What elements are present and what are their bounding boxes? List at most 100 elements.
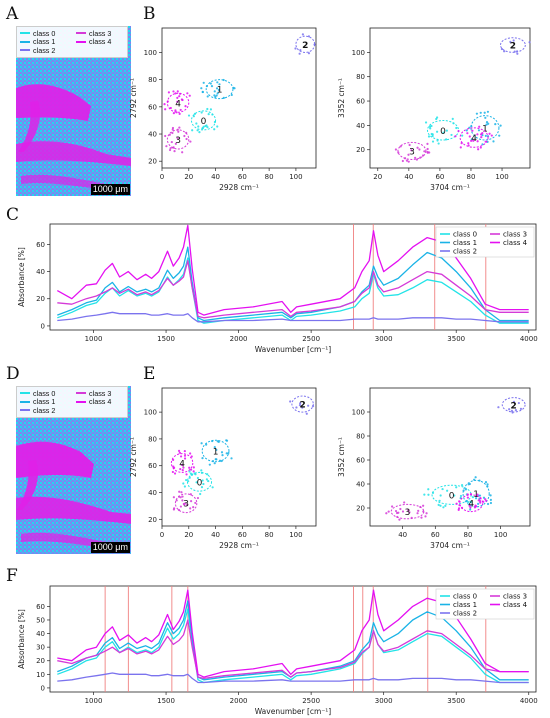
x-tick-label: 80 xyxy=(467,173,476,181)
data-point xyxy=(220,451,224,454)
cluster-ellipse xyxy=(459,127,489,148)
data-point xyxy=(423,493,426,496)
x-tick-label: 60 xyxy=(431,531,440,539)
data-point xyxy=(183,457,187,460)
cluster-label: 0 xyxy=(197,478,203,488)
data-point xyxy=(489,498,492,501)
y-tick-label: 40 xyxy=(356,122,365,130)
data-point xyxy=(469,500,472,503)
x-tick-label: 100 xyxy=(495,173,508,181)
x-tick-label: 1500 xyxy=(157,697,175,705)
data-point xyxy=(417,509,420,512)
data-point xyxy=(484,134,487,137)
data-point xyxy=(171,470,174,474)
data-point xyxy=(509,40,512,43)
data-point xyxy=(191,129,194,132)
y-tick-label: 20 xyxy=(356,505,365,513)
data-point xyxy=(437,142,440,145)
y-tick-label: 20 xyxy=(148,158,157,166)
legend-label-class-4: class 4 xyxy=(503,601,528,609)
data-point xyxy=(215,448,218,451)
legend-box xyxy=(435,588,535,620)
data-point xyxy=(475,112,479,115)
x-tick-label: 40 xyxy=(211,531,220,539)
plot-frame xyxy=(161,387,317,527)
cluster-3: 3 xyxy=(385,501,428,521)
data-point xyxy=(213,90,216,93)
x-tick-label: 80 xyxy=(265,173,274,181)
y-tick-label: 100 xyxy=(352,49,365,57)
data-point xyxy=(299,402,302,405)
cluster-2: 2 xyxy=(289,395,315,415)
y-axis-label: 2792 cm⁻¹ xyxy=(129,437,138,477)
cluster-label: 4 xyxy=(175,99,181,109)
legend-item-class-4: class 4 xyxy=(76,397,124,406)
y-tick-label: 60 xyxy=(356,98,365,106)
data-point xyxy=(455,126,458,130)
data-point xyxy=(190,455,193,458)
data-point xyxy=(486,502,490,506)
data-point xyxy=(469,506,472,509)
data-point xyxy=(214,95,217,99)
data-point xyxy=(528,41,531,44)
x-tick-label: 40 xyxy=(211,173,220,181)
data-point xyxy=(200,111,203,114)
data-point xyxy=(424,515,427,518)
y-tick-label: 40 xyxy=(356,481,365,489)
data-point xyxy=(200,87,203,90)
data-point xyxy=(431,134,434,138)
data-point xyxy=(486,110,490,113)
data-point xyxy=(403,501,406,504)
data-point xyxy=(202,125,205,128)
cluster-label: 0 xyxy=(201,117,207,127)
data-point xyxy=(422,504,425,507)
data-point xyxy=(163,103,166,106)
data-point xyxy=(178,95,181,98)
data-point xyxy=(446,489,449,492)
data-point xyxy=(179,455,183,458)
cluster-2: 2 xyxy=(499,37,531,55)
data-point xyxy=(472,139,475,142)
y-tick-label: 40 xyxy=(36,268,45,276)
data-point xyxy=(201,90,204,94)
data-point xyxy=(468,135,471,138)
legend-item-class-2: class 2 xyxy=(20,406,68,415)
cluster-ellipse xyxy=(166,92,190,113)
data-point xyxy=(474,497,478,500)
data-point xyxy=(180,98,183,101)
data-point xyxy=(196,496,200,500)
data-point xyxy=(385,512,388,515)
data-point xyxy=(179,505,182,508)
data-point xyxy=(479,146,482,149)
data-point xyxy=(217,440,220,444)
data-point xyxy=(301,406,304,409)
data-point xyxy=(169,106,172,110)
data-point xyxy=(460,483,464,487)
data-point xyxy=(476,493,479,496)
panel-letter-d: D xyxy=(6,364,20,384)
legend-item-class-0: class 0 xyxy=(20,389,68,398)
data-point xyxy=(182,502,185,506)
data-point xyxy=(195,481,198,484)
data-point xyxy=(206,107,209,111)
y-tick-label: 100 xyxy=(144,49,157,57)
data-point xyxy=(168,133,171,136)
data-point xyxy=(484,498,487,501)
data-point xyxy=(213,462,216,465)
x-tick-label: 4000 xyxy=(520,697,538,705)
data-point xyxy=(179,108,182,112)
cluster-2: 2 xyxy=(497,397,526,414)
data-point xyxy=(192,506,195,509)
data-point xyxy=(207,113,210,116)
panel-letter-e: E xyxy=(143,364,156,384)
data-point xyxy=(200,442,203,445)
cluster-ellipse xyxy=(462,479,490,508)
data-point xyxy=(194,501,197,505)
data-point xyxy=(172,90,175,93)
data-point xyxy=(430,124,433,128)
cluster-label: 0 xyxy=(440,127,446,137)
chart-c: 1000 1500 2000 2500 3000 3500 4000 0 20 40 60 Waven… xyxy=(17,223,538,354)
data-point xyxy=(478,125,481,128)
